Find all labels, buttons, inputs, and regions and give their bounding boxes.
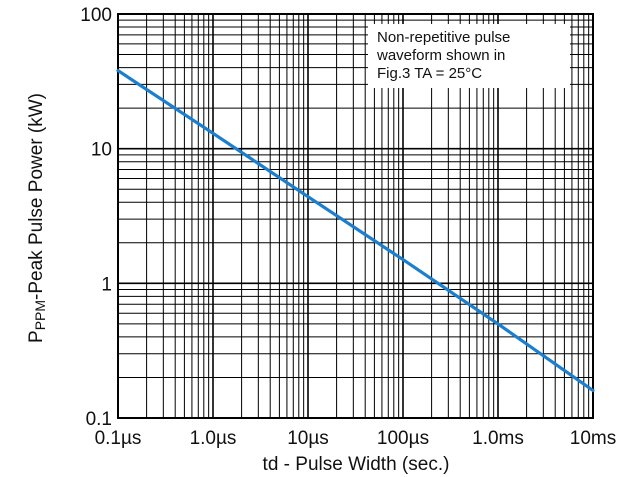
y-label-suffix: -Peak Pulse Power (kW) [26,93,47,300]
x-tick-label: 100µs [377,428,429,449]
annotation-line: Fig.3 TA = 25°C [377,65,482,82]
plot-frame [117,13,594,419]
series-layer [116,68,595,393]
minor-grid [118,14,593,418]
x-tick-label: 10ms [570,428,616,449]
x-tick-labels: 0.1µs 1.0µs 10µs 100µs 1.0ms 10ms [95,428,617,449]
x-tick-label: 1.0ms [472,428,524,449]
y-label-prefix: P [26,330,47,343]
y-tick-label: 10 [91,140,112,161]
annotation-line: waveform shown in [376,47,505,64]
y-tick-label: 100 [80,5,112,26]
series-line [116,68,595,393]
annotation-line: Non-repetitive pulse [377,29,510,46]
y-tick-label: 1 [101,274,112,295]
y-label-subscript: PPM [32,300,48,330]
x-tick-label: 10µs [287,428,329,449]
y-tick-label: 0.1 [86,409,112,430]
x-tick-label: 0.1µs [95,428,142,449]
x-axis-label: td - Pulse Width (sec.) [263,454,450,475]
y-tick-labels: 0.1 1 10 100 [80,5,112,430]
x-tick-label: 1.0µs [190,428,237,449]
y-axis-label: PPPM-Peak Pulse Power (kW) [26,93,48,343]
annotation-box [368,24,570,88]
